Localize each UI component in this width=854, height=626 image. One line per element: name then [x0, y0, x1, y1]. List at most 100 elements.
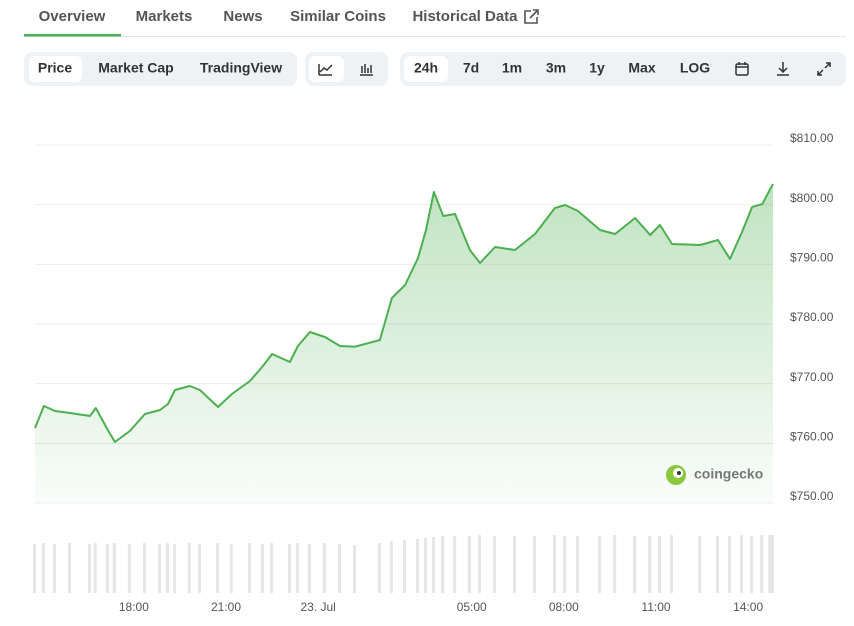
view-button[interactable]: Market Cap [98, 60, 173, 76]
volume-bar [669, 535, 673, 593]
volume-bar [760, 535, 764, 593]
range-button[interactable]: 1m [502, 60, 522, 76]
volume-bar [287, 544, 291, 593]
volume-bar [68, 543, 72, 593]
volume-bar [750, 536, 754, 593]
range-button[interactable]: 1y [589, 60, 605, 76]
volume-bar [93, 543, 97, 593]
volume-bar [112, 543, 116, 593]
active-view-button[interactable] [29, 56, 82, 82]
range-button[interactable]: 3m [546, 60, 566, 76]
volume-bar [532, 536, 536, 593]
volume-bar [657, 536, 661, 593]
watermark-text: coingecko [694, 466, 763, 482]
volume-bar [493, 536, 497, 593]
tab[interactable]: News [223, 8, 262, 25]
volume-bar [216, 543, 220, 593]
volume-bar [613, 535, 617, 593]
volume-bar [52, 544, 56, 593]
view-button[interactable]: Price [38, 60, 72, 76]
x-tick-label: 23. Jul [300, 600, 335, 614]
line-icon [318, 64, 333, 76]
y-tick-label: $800.00 [790, 191, 834, 205]
price-line [34, 183, 774, 443]
y-tick-label: $770.00 [790, 370, 834, 384]
volume-bar [478, 535, 482, 593]
volume-bar [552, 535, 556, 593]
range-button[interactable]: LOG [680, 60, 710, 76]
volume-bar [165, 543, 169, 593]
volume-bar [415, 539, 419, 593]
range-button[interactable]: 24h [414, 60, 438, 76]
y-tick-label: $810.00 [790, 131, 834, 145]
volume-bar [403, 540, 407, 593]
volume-bar [260, 544, 264, 593]
fullscreen-icon[interactable] [817, 62, 831, 76]
price-chart: $750.00 $760.00 $770.00 $780.00 $790.00 $800.… [33, 131, 834, 614]
volume-bar [739, 535, 743, 593]
volume-bar [307, 544, 311, 593]
active-tab-underline [24, 34, 121, 37]
volume-bar [768, 535, 772, 593]
volume-bar [197, 544, 201, 593]
volume-bar [353, 545, 357, 593]
volume-bar [157, 544, 161, 593]
volume-bar [337, 544, 341, 593]
y-tick-label: $750.00 [790, 489, 834, 503]
volume-bar [431, 537, 435, 593]
volume-bar [771, 535, 774, 593]
x-tick-label: 18:00 [119, 600, 149, 614]
volume-bar [127, 544, 131, 593]
tab[interactable]: Markets [136, 8, 193, 25]
external-icon [524, 9, 539, 24]
x-tick-label: 08:00 [549, 600, 579, 614]
price-area [35, 184, 773, 503]
volume-bar [441, 536, 445, 593]
range-button[interactable]: 7d [463, 60, 479, 76]
volume-bar [270, 543, 274, 593]
volume-bar [423, 538, 427, 593]
view-group [24, 52, 297, 86]
calendar-icon[interactable] [735, 62, 749, 76]
view-button[interactable]: TradingView [200, 60, 282, 76]
x-tick-label: 11:00 [641, 600, 670, 614]
tab[interactable]: Similar Coins [290, 8, 386, 25]
volume-bar [187, 543, 191, 593]
volume-bar [575, 536, 579, 593]
volume-bar [142, 543, 146, 593]
watermark [666, 465, 686, 485]
volume-bar [698, 536, 702, 593]
volume-bar [563, 536, 567, 593]
volume-bar [453, 536, 457, 593]
volume-bar [33, 544, 36, 593]
volume-bar [648, 536, 652, 593]
candle-icon[interactable] [360, 64, 373, 76]
volume-bar [513, 536, 517, 593]
tab[interactable]: Historical Data [412, 8, 518, 25]
tab[interactable]: Overview [39, 8, 106, 25]
volume-bar [377, 543, 381, 593]
volume-bar [247, 543, 251, 593]
y-tick-label: $760.00 [790, 430, 834, 444]
y-tick-label: $790.00 [790, 251, 834, 265]
x-tick-label: 21:00 [211, 600, 241, 614]
download-icon[interactable] [777, 62, 789, 76]
volume-bar [633, 536, 637, 593]
active-range-button[interactable] [404, 56, 448, 82]
volume-bar [173, 544, 177, 593]
volume-bar [322, 543, 326, 593]
volume-bar [728, 536, 732, 593]
volume-bar [41, 543, 45, 593]
volume-bar [716, 536, 720, 593]
x-tick-label: 05:00 [457, 600, 487, 614]
volume-bar [467, 536, 471, 593]
x-tick-label: 14:00 [733, 600, 763, 614]
y-tick-label: $780.00 [790, 310, 834, 324]
volume-bar [229, 544, 233, 593]
volume-bar [295, 543, 299, 593]
volume-bar [105, 544, 109, 593]
range-button[interactable]: Max [628, 60, 655, 76]
volume-bar [87, 544, 91, 593]
range-group [400, 52, 846, 86]
